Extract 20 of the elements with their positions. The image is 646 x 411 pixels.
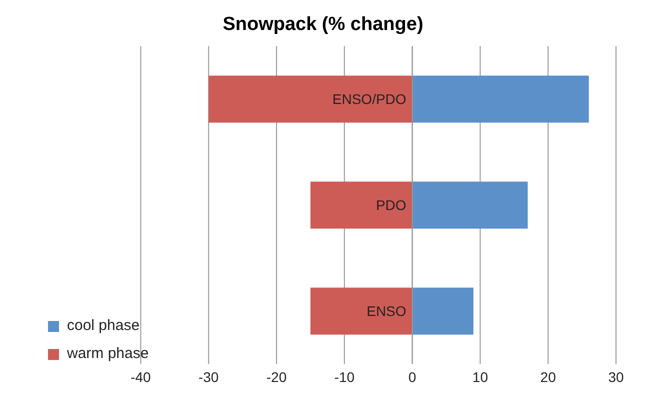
- x-tick-label: -40: [130, 368, 152, 385]
- y-tick-label: ENSO/PDO: [332, 91, 406, 108]
- x-tick-label: 10: [472, 368, 488, 385]
- x-tick-label: 30: [608, 368, 624, 385]
- legend-label: warm phase: [67, 345, 149, 362]
- y-tick-label: ENSO: [366, 303, 406, 320]
- bar: [412, 288, 474, 335]
- bar: [310, 182, 412, 229]
- x-tick-label: 20: [540, 368, 556, 385]
- bar: [412, 182, 528, 229]
- x-tick-label: -10: [334, 368, 355, 385]
- bar: [412, 76, 589, 123]
- x-tick-label: -30: [198, 368, 219, 385]
- legend-label: cool phase: [67, 317, 140, 334]
- y-tick-label: PDO: [376, 197, 406, 214]
- bar: [208, 76, 412, 123]
- bar: [310, 288, 412, 335]
- x-tick-label: -20: [266, 368, 287, 385]
- x-tick-label: 0: [408, 368, 416, 385]
- chart-title: Snowpack (% change): [222, 13, 424, 37]
